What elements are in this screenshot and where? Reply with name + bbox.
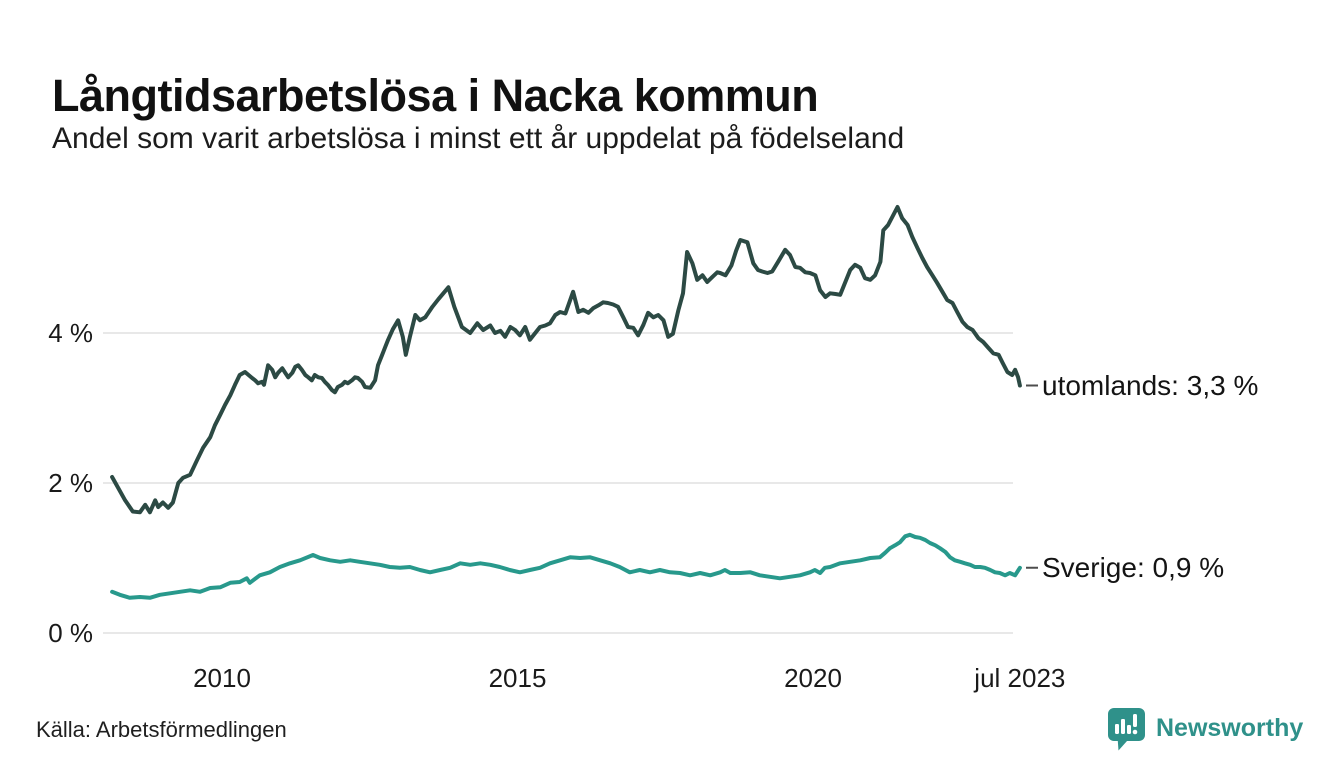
x-tick-label: 2015 (488, 663, 547, 693)
x-tick-label: 2020 (784, 663, 842, 693)
newsworthy-bubble-chart-icon (1108, 708, 1145, 751)
y-tick-label: 4 % (48, 318, 93, 348)
y-tick-label: 0 % (48, 618, 93, 648)
series-label-Sverige: Sverige: 0,9 % (1042, 551, 1225, 583)
series-label-utomlands: utomlands: 3,3 % (1042, 369, 1259, 401)
series-line-utomlands (110, 205, 1022, 515)
chart-title: Långtidsarbetslösa i Nacka kommun (52, 70, 819, 122)
x-tick-label: 2010 (193, 663, 251, 693)
newsworthy-wordmark: Newsworthy (1156, 714, 1304, 742)
chart-subtitle: Andel som varit arbetslösa i minst ett å… (52, 122, 905, 155)
source-note: Källa: Arbetsförmedlingen (36, 717, 287, 742)
newsworthy-logo: Newsworthy (1106, 706, 1303, 751)
x-tick-label: jul 2023 (974, 663, 1066, 693)
y-tick-label: 2 % (48, 468, 93, 498)
series-line-Sverige (110, 532, 1022, 600)
